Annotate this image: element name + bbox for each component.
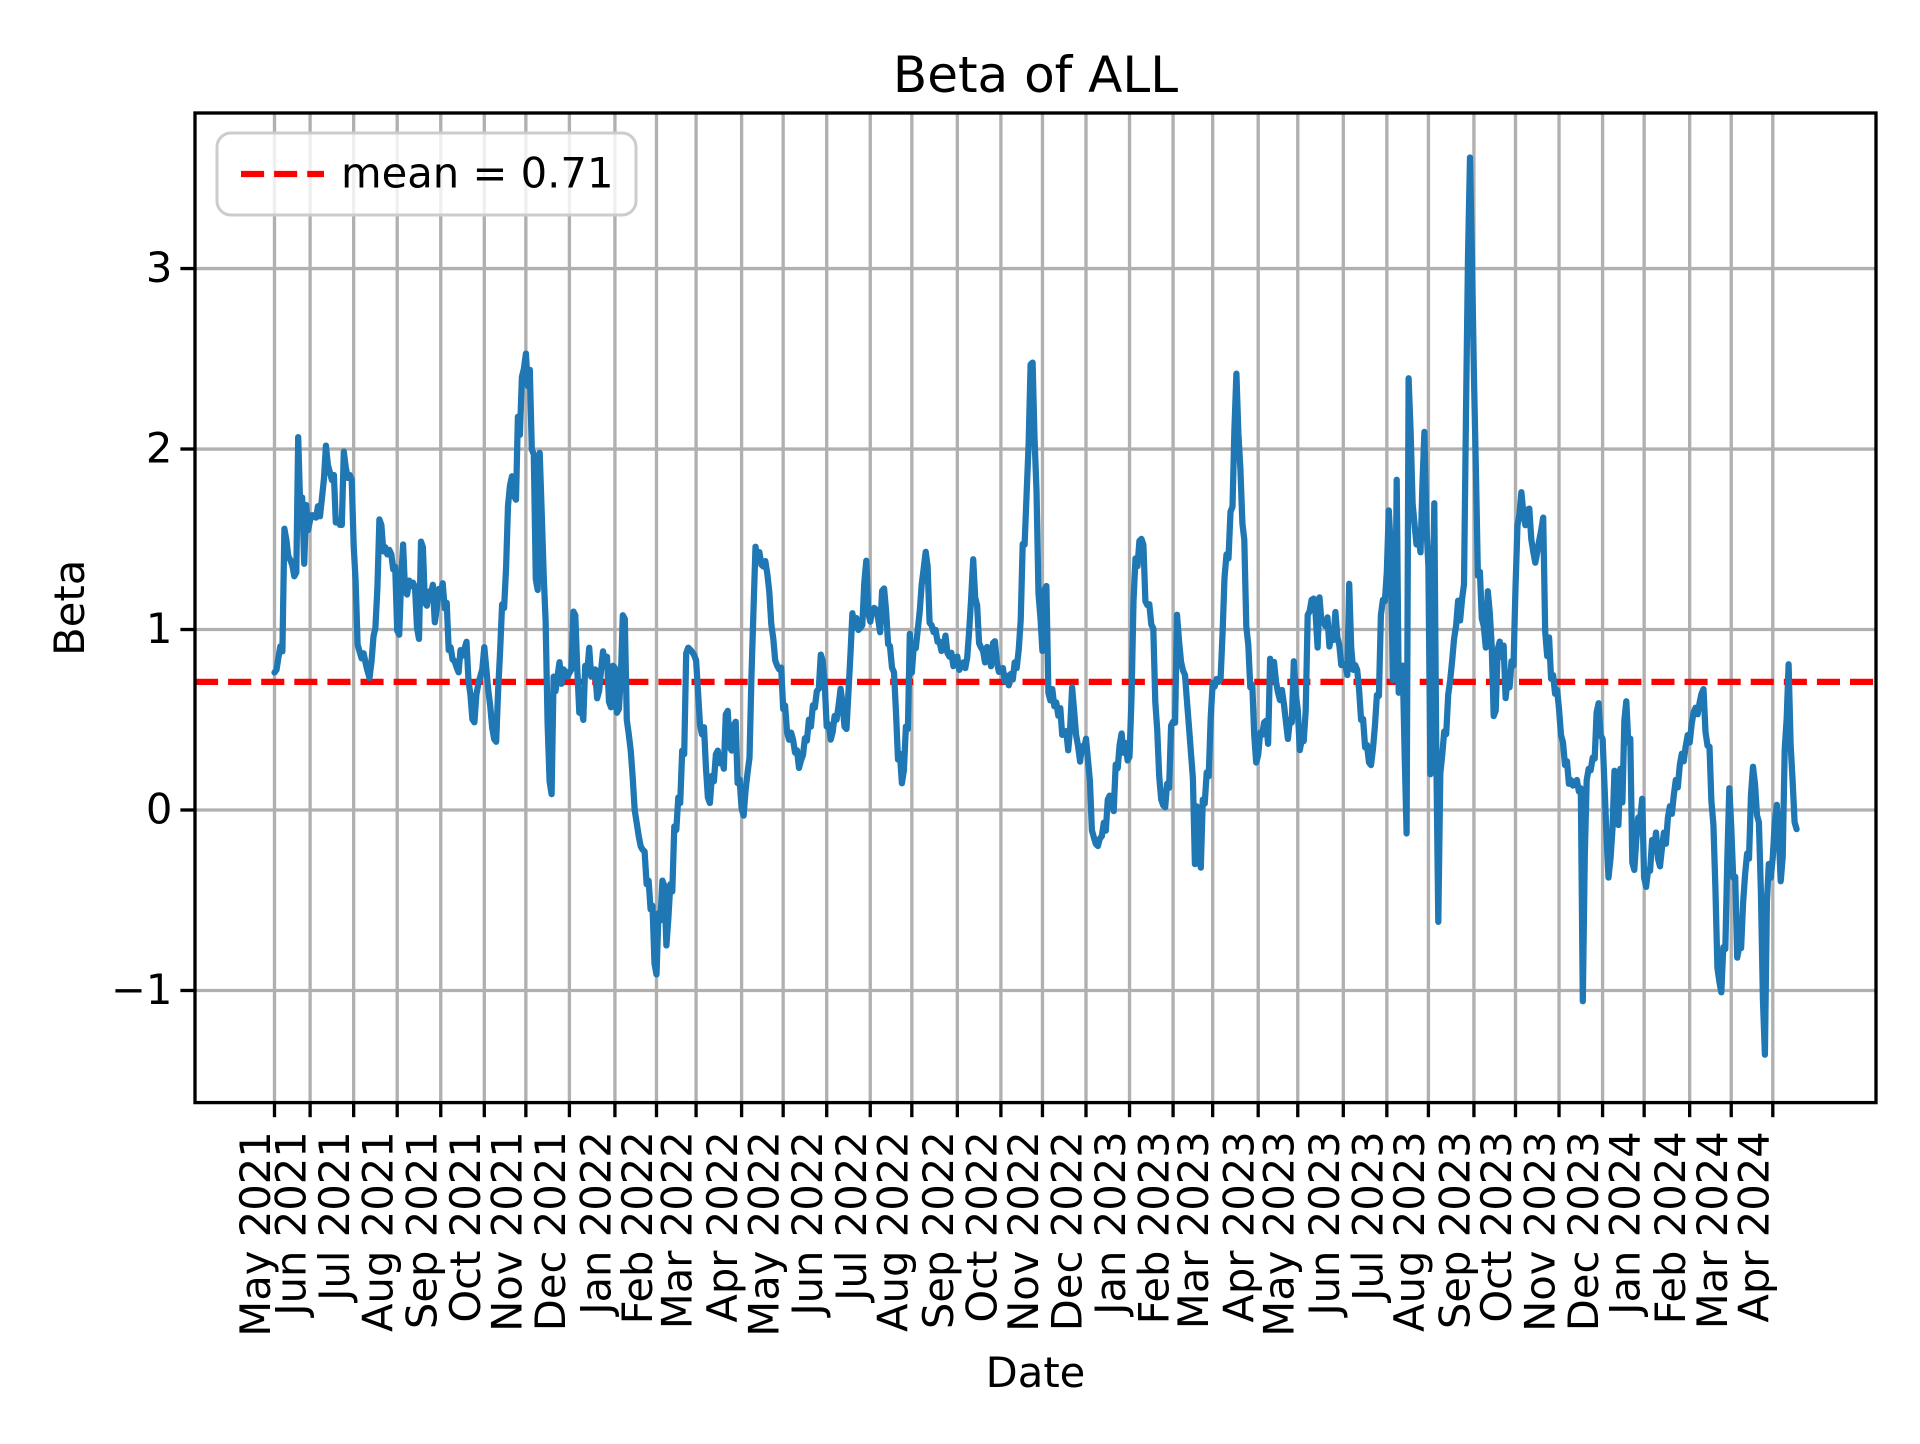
y-tick-label: 2 (146, 423, 173, 472)
x-tick-label: Jan 2024 (1601, 1131, 1650, 1318)
x-tick-label: Aug 2023 (1385, 1131, 1434, 1332)
x-tick-label: Apr 2023 (1215, 1131, 1264, 1322)
grid-lines (195, 113, 1876, 1103)
x-tick-label: Sep 2023 (1430, 1131, 1479, 1329)
x-tick-label: Apr 2022 (698, 1131, 747, 1322)
x-tick-label: Oct 2023 (1472, 1131, 1521, 1322)
x-tick-label: May 2022 (740, 1131, 789, 1337)
y-tick-label: 3 (146, 243, 173, 292)
x-tick-label: Dec 2023 (1559, 1131, 1608, 1331)
x-tick-label: May 2023 (1254, 1131, 1303, 1337)
axes-frame (193, 111, 1878, 1105)
x-tick-label: Oct 2022 (957, 1131, 1006, 1322)
x-tick-label: Mar 2023 (1169, 1131, 1218, 1329)
legend-box (215, 131, 638, 217)
x-tick-label: Feb 2023 (1130, 1131, 1179, 1324)
x-tick-label: Jun 2023 (1300, 1131, 1349, 1318)
y-tick-label: 1 (146, 604, 173, 653)
chart-title: Beta of ALL (893, 46, 1178, 104)
x-tick-label: Sep 2022 (914, 1131, 963, 1329)
x-tick-label: Oct 2021 (441, 1131, 490, 1322)
x-tick-label: Jul 2022 (827, 1131, 876, 1304)
x-tick-label: Nov 2023 (1516, 1131, 1565, 1332)
x-tick-label: Dec 2021 (526, 1131, 575, 1331)
x-tick-label: Mar 2024 (1688, 1131, 1737, 1329)
y-tick-label: 0 (146, 784, 173, 833)
x-tick-label: Sep 2021 (397, 1131, 446, 1329)
x-tick-label: Nov 2021 (482, 1131, 531, 1332)
plot-frame (193, 111, 1878, 1105)
x-tick-label: Feb 2024 (1646, 1131, 1695, 1324)
x-tick-label: Feb 2022 (613, 1131, 662, 1324)
titles-and-labels: Beta of ALL Date Beta (45, 46, 1178, 1397)
x-tick-label: Mar 2022 (653, 1131, 702, 1329)
legend-label: mean = 0.71 (341, 148, 613, 197)
x-tick-label: Jun 2022 (783, 1131, 832, 1318)
x-axis-label: Date (986, 1348, 1086, 1397)
x-tick-label: May 2021 (231, 1131, 280, 1337)
x-tick-label: Aug 2021 (354, 1131, 403, 1332)
x-tick-label: Jul 2021 (310, 1131, 359, 1304)
x-tick-label: Aug 2022 (868, 1131, 917, 1332)
x-tick-label: Jan 2023 (1086, 1131, 1135, 1318)
legend: mean = 0.71 (215, 131, 638, 217)
y-tick-label: −1 (111, 965, 172, 1014)
x-tick-label: Jan 2022 (571, 1131, 620, 1318)
data-series (195, 154, 1876, 1058)
x-tick-label: Apr 2024 (1729, 1131, 1778, 1322)
x-tick-label: Nov 2022 (999, 1131, 1048, 1332)
beta-series-line (271, 154, 1800, 1058)
x-tick-label: Dec 2022 (1043, 1131, 1092, 1331)
x-tick-label: Jul 2023 (1343, 1131, 1392, 1304)
y-axis-label: Beta (45, 560, 94, 656)
x-tick-label: Jun 2021 (267, 1131, 316, 1318)
